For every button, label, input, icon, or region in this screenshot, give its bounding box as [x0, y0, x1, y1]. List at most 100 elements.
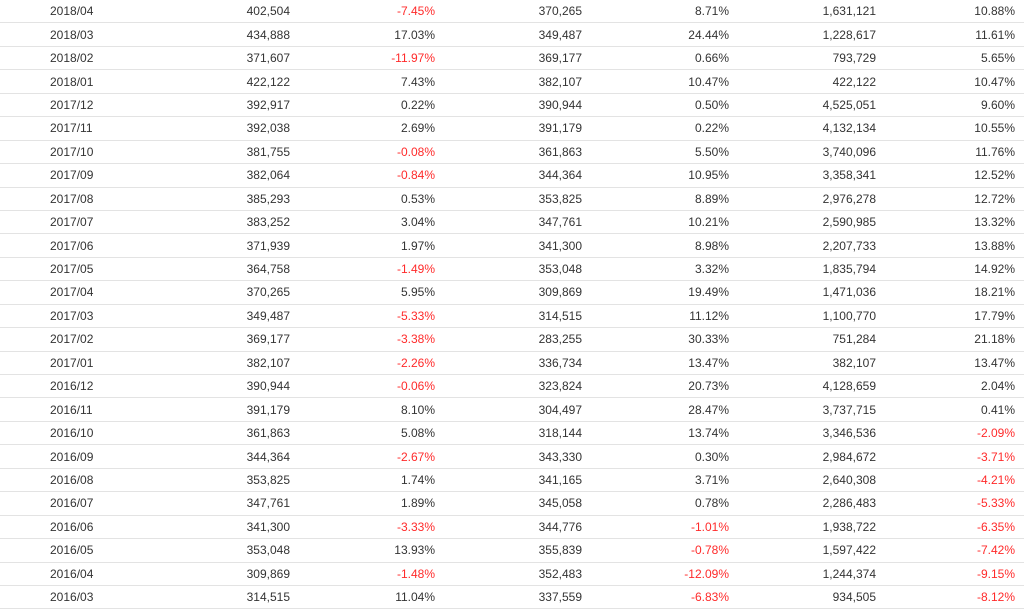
- value-b-cell: 314,515: [538, 308, 582, 323]
- value-a-cell: 309,869: [246, 566, 290, 581]
- table-row: 2017/07 383,252 3.04% 347,761 10.21% 2,590,98…: [0, 211, 1024, 235]
- month-cell: 2016/11: [50, 402, 93, 417]
- value-a-cell: 392,917: [246, 97, 290, 112]
- value-a-cell: 371,607: [246, 51, 290, 66]
- cumulative-cell: 2,976,278: [822, 191, 876, 206]
- cumulative-change-cell: 14.92%: [974, 262, 1015, 277]
- value-a-cell: 371,939: [246, 238, 290, 253]
- value-a-cell: 370,265: [246, 285, 290, 300]
- month-cell: 2018/04: [50, 4, 94, 19]
- change-b-cell: 10.95%: [688, 168, 729, 183]
- value-a-cell: 402,504: [246, 4, 290, 19]
- change-b-cell: -1.01%: [690, 519, 729, 534]
- change-b-cell: 11.12%: [689, 308, 729, 323]
- cumulative-change-cell: 21.18%: [974, 332, 1015, 347]
- change-b-cell: 0.78%: [694, 496, 729, 511]
- value-b-cell: 341,300: [538, 238, 582, 253]
- month-cell: 2016/09: [50, 449, 94, 464]
- month-cell: 2016/07: [50, 496, 94, 511]
- value-b-cell: 341,165: [538, 472, 582, 487]
- change-b-cell: 13.47%: [688, 355, 729, 370]
- cumulative-cell: 2,984,672: [822, 449, 876, 464]
- change-b-cell: 20.73%: [688, 379, 729, 394]
- change-b-cell: 8.89%: [694, 191, 729, 206]
- table-row: 2016/12 390,944 -0.06% 323,824 20.73% 4,128,6…: [0, 375, 1024, 399]
- value-b-cell: 344,364: [538, 168, 582, 183]
- value-b-cell: 352,483: [538, 566, 582, 581]
- change-a-cell: 2.69%: [400, 121, 435, 136]
- table-row: 2017/02 369,177 -3.38% 283,255 30.33% 751,284…: [0, 328, 1024, 352]
- value-a-cell: 422,122: [246, 74, 290, 89]
- table-row: 2018/02 371,607 -11.97% 369,177 0.66% 793,729…: [0, 47, 1024, 71]
- cumulative-change-cell: 18.21%: [974, 285, 1015, 300]
- change-a-cell: 8.10%: [400, 402, 435, 417]
- month-cell: 2016/12: [50, 379, 94, 394]
- cumulative-change-cell: -2.09%: [976, 426, 1015, 441]
- month-cell: 2017/02: [50, 332, 94, 347]
- cumulative-cell: 2,286,483: [822, 496, 876, 511]
- value-a-cell: 382,107: [246, 355, 290, 370]
- change-b-cell: 0.66%: [694, 51, 729, 66]
- value-b-cell: 318,144: [538, 426, 582, 441]
- value-a-cell: 369,177: [246, 332, 290, 347]
- change-a-cell: -2.67%: [396, 449, 435, 464]
- value-a-cell: 392,038: [246, 121, 290, 136]
- cumulative-cell: 2,640,308: [822, 472, 876, 487]
- cumulative-cell: 1,835,794: [822, 262, 876, 277]
- month-cell: 2017/12: [50, 97, 94, 112]
- month-cell: 2017/01: [50, 355, 94, 370]
- table-row: 2017/09 382,064 -0.84% 344,364 10.95% 3,358,3…: [0, 164, 1024, 188]
- cumulative-change-cell: 11.61%: [975, 27, 1015, 42]
- value-b-cell: 370,265: [538, 4, 582, 19]
- change-a-cell: -3.33%: [396, 519, 435, 534]
- cumulative-cell: 1,631,121: [822, 4, 876, 19]
- value-b-cell: 343,330: [538, 449, 582, 464]
- cumulative-change-cell: -9.15%: [976, 566, 1015, 581]
- change-a-cell: 13.93%: [394, 543, 435, 558]
- cumulative-change-cell: 13.32%: [974, 215, 1015, 230]
- month-cell: 2016/05: [50, 543, 94, 558]
- cumulative-change-cell: -3.71%: [976, 449, 1015, 464]
- month-cell: 2017/07: [50, 215, 94, 230]
- value-b-cell: 323,824: [538, 379, 582, 394]
- value-b-cell: 347,761: [538, 215, 582, 230]
- month-cell: 2017/08: [50, 191, 94, 206]
- cumulative-change-cell: 11.76%: [975, 144, 1015, 159]
- change-a-cell: -7.45%: [396, 4, 435, 19]
- table-row: 2016/10 361,863 5.08% 318,144 13.74% 3,346,53…: [0, 422, 1024, 446]
- value-b-cell: 369,177: [538, 51, 582, 66]
- value-a-cell: 390,944: [246, 379, 290, 394]
- table-row: 2017/12 392,917 0.22% 390,944 0.50% 4,525,051…: [0, 94, 1024, 118]
- table-row: 2017/10 381,755 -0.08% 361,863 5.50% 3,740,09…: [0, 141, 1024, 165]
- cumulative-cell: 1,100,770: [822, 308, 876, 323]
- value-a-cell: 361,863: [246, 426, 290, 441]
- cumulative-change-cell: 12.72%: [974, 191, 1015, 206]
- month-cell: 2017/04: [50, 285, 94, 300]
- cumulative-change-cell: -5.33%: [976, 496, 1015, 511]
- month-cell: 2018/02: [50, 51, 94, 66]
- value-b-cell: 361,863: [538, 144, 582, 159]
- cumulative-cell: 3,346,536: [822, 426, 876, 441]
- cumulative-change-cell: 2.04%: [980, 379, 1015, 394]
- change-b-cell: 5.50%: [694, 144, 729, 159]
- change-a-cell: -1.49%: [396, 262, 435, 277]
- change-b-cell: 10.47%: [688, 74, 729, 89]
- cumulative-change-cell: -6.35%: [976, 519, 1015, 534]
- cumulative-change-cell: 13.47%: [974, 355, 1015, 370]
- value-a-cell: 391,179: [246, 402, 290, 417]
- cumulative-cell: 2,207,733: [822, 238, 876, 253]
- value-a-cell: 434,888: [246, 27, 290, 42]
- change-a-cell: 0.53%: [400, 191, 435, 206]
- change-b-cell: 0.50%: [694, 97, 729, 112]
- value-a-cell: 381,755: [246, 144, 290, 159]
- cumulative-cell: 4,128,659: [822, 379, 876, 394]
- change-a-cell: 1.89%: [400, 496, 435, 511]
- table-row: 2016/08 353,825 1.74% 341,165 3.71% 2,640,308…: [0, 469, 1024, 493]
- change-a-cell: 1.97%: [400, 238, 435, 253]
- change-a-cell: 5.08%: [400, 426, 435, 441]
- value-b-cell: 336,734: [538, 355, 582, 370]
- table-row: 2017/01 382,107 -2.26% 336,734 13.47% 382,107…: [0, 352, 1024, 375]
- month-cell: 2017/11: [50, 121, 93, 136]
- value-a-cell: 349,487: [246, 308, 290, 323]
